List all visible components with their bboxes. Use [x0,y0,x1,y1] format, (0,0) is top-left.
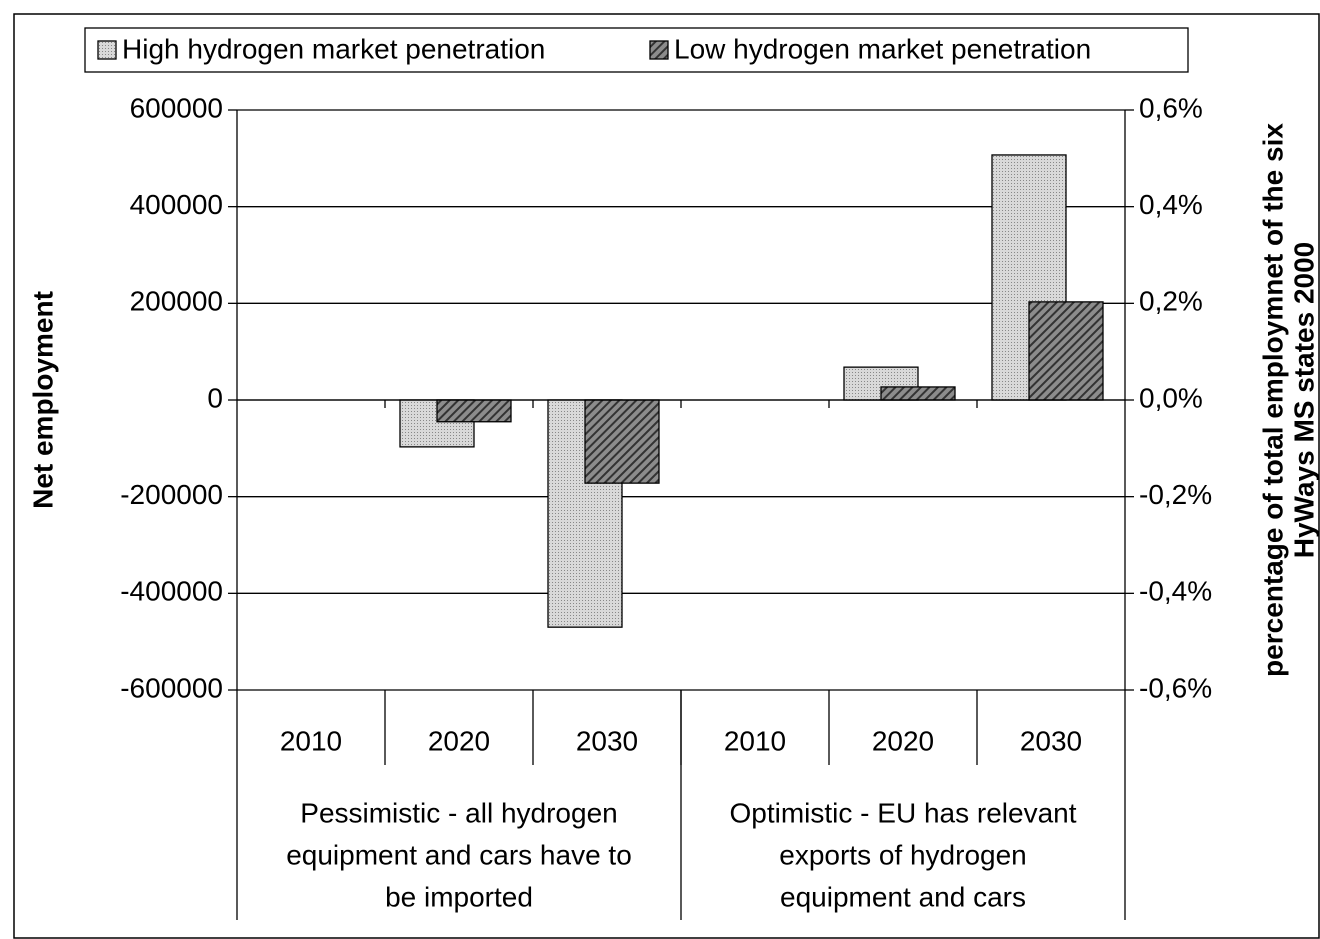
y2-axis-title: percentage of total employmnet of the si… [1257,123,1288,677]
group-label: be imported [385,881,533,912]
y2-tick-label: 0,4% [1139,189,1203,220]
x-tick-label: 2020 [872,725,934,756]
y-tick-label: -200000 [120,479,223,510]
group-label: Optimistic - EU has relevant [730,797,1077,828]
y-tick-label: 400000 [130,189,223,220]
y-tick-label: 600000 [130,92,223,123]
legend-swatch [97,40,117,60]
legend-label: Low hydrogen market penetration [674,33,1091,64]
legend-label: High hydrogen market penetration [122,33,545,64]
bar [1028,301,1104,401]
y2-tick-label: 0,0% [1139,382,1203,413]
group-label: exports of hydrogen [779,839,1027,870]
y2-tick-label: 0,2% [1139,286,1203,317]
y2-tick-label: -0,4% [1139,576,1212,607]
legend-swatch [649,40,669,60]
y-tick-label: -400000 [120,576,223,607]
y2-axis-title: HyWays MS states 2000 [1288,242,1319,558]
y2-tick-label: -0,6% [1139,672,1212,703]
bar [436,399,512,423]
y-tick-label: 200000 [130,286,223,317]
x-tick-label: 2030 [1020,725,1082,756]
group-label: Pessimistic - all hydrogen [300,797,617,828]
y2-tick-label: -0,2% [1139,479,1212,510]
group-label: equipment and cars have to [286,839,632,870]
x-tick-label: 2010 [280,725,342,756]
x-tick-label: 2010 [724,725,786,756]
y-tick-label: 0 [207,382,223,413]
x-tick-label: 2030 [576,725,638,756]
bar [880,386,956,401]
bar [584,399,660,484]
y-tick-label: -600000 [120,672,223,703]
y-axis-title: Net employment [27,291,58,509]
y2-tick-label: 0,6% [1139,92,1203,123]
frame [13,13,1320,939]
legend-box [84,27,1189,73]
group-label: equipment and cars [780,881,1026,912]
x-tick-label: 2020 [428,725,490,756]
